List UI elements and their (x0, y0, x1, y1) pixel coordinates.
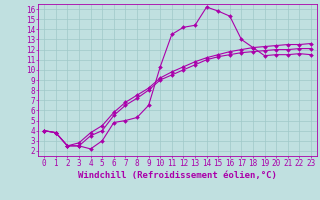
X-axis label: Windchill (Refroidissement éolien,°C): Windchill (Refroidissement éolien,°C) (78, 171, 277, 180)
